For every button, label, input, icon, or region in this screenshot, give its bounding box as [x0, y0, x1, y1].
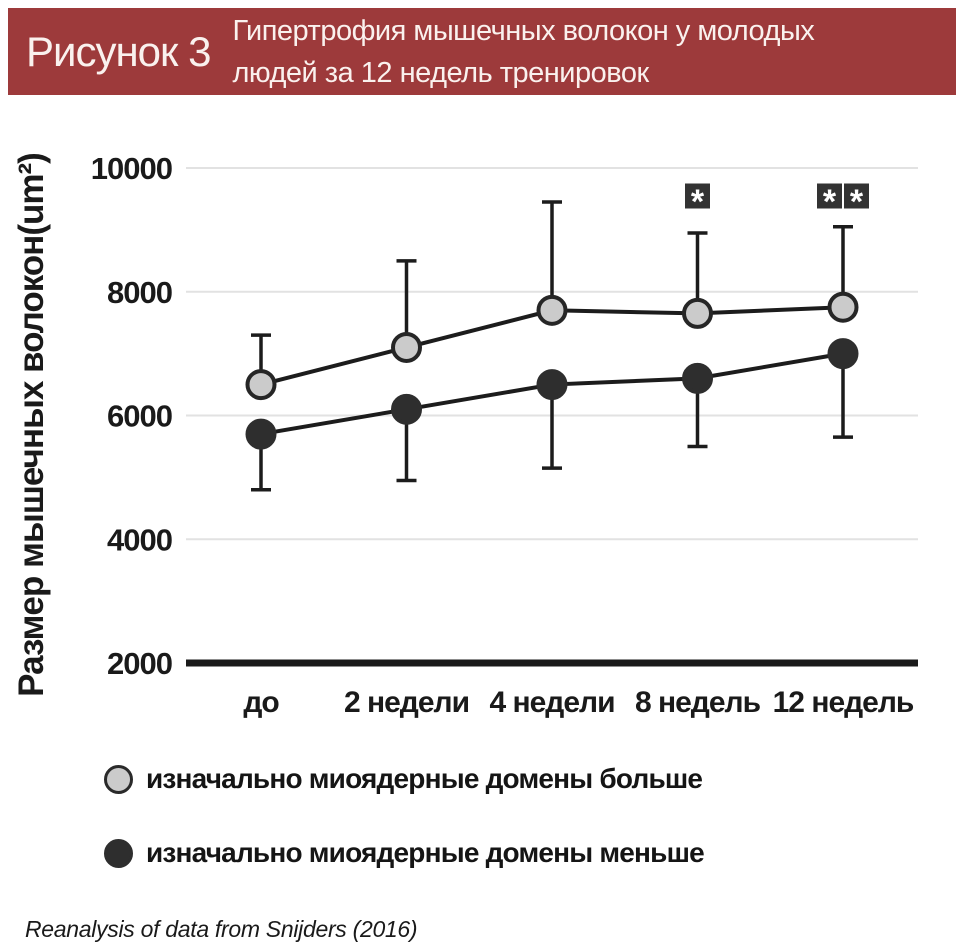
- data-point: [827, 338, 859, 370]
- y-tick-label: 8000: [107, 275, 172, 310]
- figure-title-line1: Гипертрофия мышечных волокон у молодых: [232, 14, 815, 47]
- data-point: [682, 297, 713, 329]
- source-note: Reanalysis of data from Snijders (2016): [25, 916, 418, 942]
- significance-box: [844, 183, 869, 209]
- figure-header: Рисунок 3 Гипертрофия мышечных волокон у…: [8, 8, 956, 95]
- legend-label: изначально миоядерные домены меньше: [146, 837, 705, 868]
- significance-asterisk: *: [850, 183, 864, 221]
- data-point: [682, 362, 713, 394]
- data-point: [245, 418, 277, 450]
- significance-asterisk: *: [691, 183, 705, 221]
- data-point: [827, 291, 859, 323]
- x-category-label: 4 недели: [489, 686, 614, 719]
- x-category-label: 12 недель: [773, 686, 914, 719]
- figure-title-line2: людей за 12 недель тренировок: [232, 56, 649, 89]
- figure-number-label: Рисунок 3: [26, 27, 211, 75]
- data-point: [536, 294, 568, 326]
- series-larger-domains: [245, 200, 859, 401]
- legend-label: изначально миоядерные домены больше: [146, 763, 703, 794]
- y-tick-label: 4000: [107, 522, 172, 557]
- y-tick-label: 2000: [107, 646, 172, 681]
- legend-item-larger-domains: изначально миоядерные домены больше: [104, 763, 704, 795]
- line-chart: 2000 4000 6000 8000 10000 до 2 недели 4 недели 8…: [91, 151, 918, 719]
- significance-box: [685, 183, 710, 209]
- figure-title: Гипертрофия мышечных волокон у молодых л…: [232, 10, 814, 94]
- chart-legend: изначально миоядерные домены больше изна…: [104, 763, 705, 911]
- data-point: [245, 369, 277, 401]
- y-tick-label: 6000: [107, 399, 172, 434]
- y-tick-label: 10000: [91, 151, 172, 186]
- significance-asterisk: *: [823, 183, 837, 221]
- significance-box: [817, 183, 842, 209]
- legend-item-smaller-domains: изначально миоядерные домены меньше: [104, 837, 705, 869]
- series-smaller-domains: [245, 338, 859, 492]
- data-point: [536, 369, 568, 401]
- legend-marker-dark-circle-icon: [104, 838, 133, 868]
- x-category-label: 8 недель: [635, 686, 761, 719]
- data-point: [391, 393, 422, 425]
- legend-marker-light-circle-icon: [104, 764, 133, 794]
- data-point: [391, 331, 422, 363]
- x-category-label: до: [243, 686, 279, 719]
- x-category-label: 2 недели: [344, 686, 469, 719]
